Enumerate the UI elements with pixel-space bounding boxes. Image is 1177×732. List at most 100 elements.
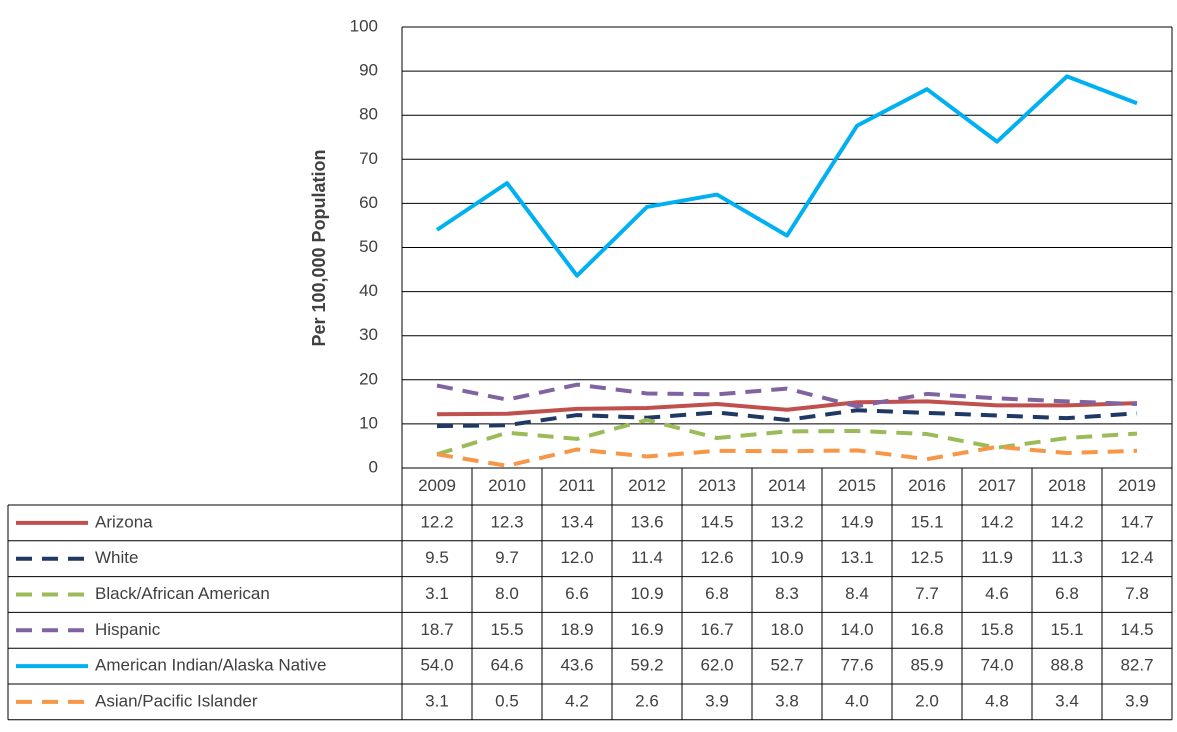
- y-tick-label: 60: [359, 193, 378, 212]
- y-tick-label: 50: [359, 237, 378, 256]
- table-value: 6.8: [705, 584, 729, 603]
- table-value: 3.9: [705, 691, 729, 710]
- y-tick-label: 90: [359, 61, 378, 80]
- legend-label: Arizona: [95, 512, 153, 531]
- series-line: [436, 382, 1138, 409]
- legend-label: White: [95, 548, 138, 567]
- legend-label: Hispanic: [95, 620, 161, 639]
- table-value: 4.6: [985, 584, 1009, 603]
- y-axis-label: Per 100,000 Population: [309, 149, 329, 346]
- table-value: 14.5: [1120, 620, 1153, 639]
- table-value: 3.4: [1055, 691, 1079, 710]
- table-value: 14.9: [840, 512, 873, 531]
- table-value: 13.2: [770, 512, 803, 531]
- table-value: 4.2: [565, 691, 589, 710]
- table-value: 14.0: [840, 620, 873, 639]
- table-value: 14.2: [1050, 512, 1083, 531]
- y-tick-label: 70: [359, 149, 378, 168]
- y-tick-label: 100: [350, 16, 378, 35]
- table-value: 16.7: [700, 620, 733, 639]
- table-value: 2.0: [915, 691, 939, 710]
- table-value: 59.2: [630, 656, 663, 675]
- legend-label: American Indian/Alaska Native: [95, 656, 327, 675]
- table-value: 3.1: [425, 584, 449, 603]
- y-tick-label: 30: [359, 325, 378, 344]
- x-tick-label: 2009: [418, 476, 456, 495]
- table-value: 77.6: [840, 656, 873, 675]
- table-value: 6.6: [565, 584, 589, 603]
- table-value: 62.0: [700, 656, 733, 675]
- table-value: 8.0: [495, 584, 519, 603]
- table-value: 3.9: [1125, 691, 1149, 710]
- table-value: 10.9: [630, 584, 663, 603]
- table-value: 12.6: [700, 548, 733, 567]
- x-tick-label: 2018: [1048, 476, 1086, 495]
- table-value: 6.8: [1055, 584, 1079, 603]
- table-value: 18.0: [770, 620, 803, 639]
- table-value: 9.7: [495, 548, 519, 567]
- y-tick-label: 10: [359, 413, 378, 432]
- table-value: 14.2: [980, 512, 1013, 531]
- table-value: 18.9: [560, 620, 593, 639]
- table-value: 12.4: [1120, 548, 1153, 567]
- legend-label: Black/African American: [95, 584, 270, 603]
- table-value: 7.8: [1125, 584, 1149, 603]
- x-tick-label: 2016: [908, 476, 946, 495]
- table-value: 15.5: [490, 620, 523, 639]
- table-value: 3.8: [775, 691, 799, 710]
- y-tick-label: 0: [369, 457, 378, 476]
- table-value: 11.4: [631, 548, 663, 567]
- series-line: [435, 74, 1138, 278]
- table-value: 64.6: [490, 656, 523, 675]
- table-value: 12.2: [420, 512, 453, 531]
- table-value: 2.6: [635, 691, 659, 710]
- table-value: 0.5: [495, 691, 519, 710]
- x-tick-label: 2011: [559, 476, 596, 495]
- table-value: 54.0: [420, 656, 453, 675]
- table-value: 13.6: [630, 512, 663, 531]
- table-value: 4.0: [845, 691, 869, 710]
- table-value: 13.1: [840, 548, 873, 567]
- table-value: 12.0: [560, 548, 593, 567]
- table-value: 52.7: [770, 656, 803, 675]
- table-value: 15.8: [980, 620, 1013, 639]
- table-value: 4.8: [985, 691, 1009, 710]
- table-value: 11.3: [1051, 548, 1083, 567]
- table-value: 43.6: [560, 656, 593, 675]
- table-value: 11.9: [981, 548, 1013, 567]
- y-tick-label: 80: [359, 105, 378, 124]
- table-value: 8.4: [845, 584, 869, 603]
- table-value: 88.8: [1050, 656, 1083, 675]
- series-line: [436, 399, 1138, 417]
- y-tick-label: 20: [359, 369, 378, 388]
- table-value: 8.3: [775, 584, 799, 603]
- table-value: 15.1: [910, 512, 943, 531]
- table-value: 15.1: [1050, 620, 1083, 639]
- x-tick-label: 2019: [1118, 476, 1156, 495]
- table-value: 74.0: [980, 656, 1013, 675]
- x-tick-label: 2014: [768, 476, 806, 495]
- table-value: 9.5: [425, 548, 449, 567]
- table-value: 7.7: [915, 584, 939, 603]
- table-value: 16.8: [910, 620, 943, 639]
- x-tick-label: 2010: [488, 476, 526, 495]
- x-tick-label: 2013: [698, 476, 736, 495]
- table-value: 82.7: [1120, 656, 1153, 675]
- x-tick-label: 2015: [838, 476, 876, 495]
- table-value: 3.1: [425, 691, 449, 710]
- table-value: 14.5: [700, 512, 733, 531]
- legend-label: Asian/Pacific Islander: [95, 691, 258, 710]
- series-line: [436, 444, 1138, 468]
- table-value: 13.4: [560, 512, 593, 531]
- table-value: 16.9: [630, 620, 663, 639]
- table-value: 12.3: [490, 512, 523, 531]
- table-value: 12.5: [910, 548, 943, 567]
- table-value: 14.7: [1120, 512, 1153, 531]
- x-tick-label: 2012: [628, 476, 666, 495]
- table-value: 85.9: [910, 656, 943, 675]
- series-line: [436, 408, 1138, 429]
- y-tick-label: 40: [359, 281, 378, 300]
- table-value: 18.7: [420, 620, 453, 639]
